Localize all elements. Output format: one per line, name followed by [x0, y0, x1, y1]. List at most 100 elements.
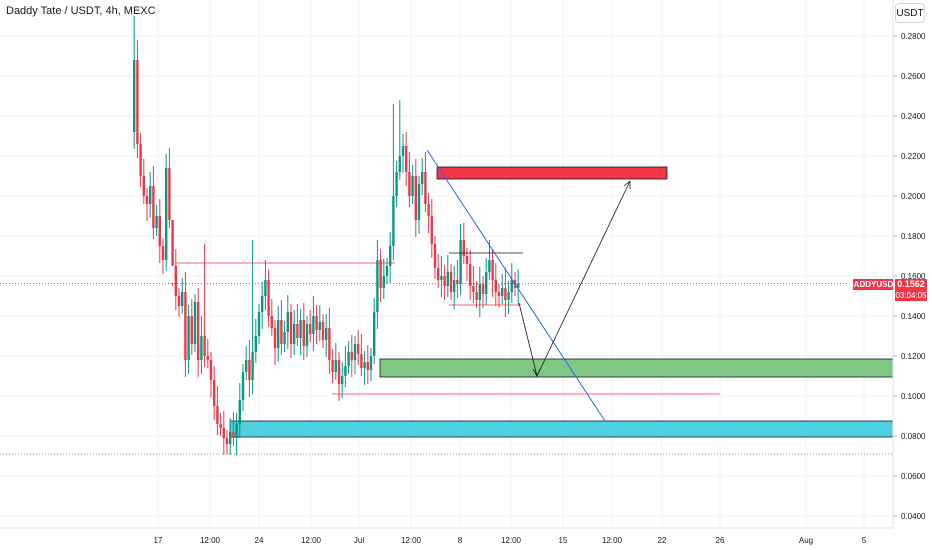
- candle-body: [401, 146, 405, 156]
- candle-body: [190, 316, 193, 344]
- candle-body: [501, 288, 504, 296]
- y-tick-label: 0.2600: [901, 72, 926, 81]
- candle-body: [219, 424, 222, 428]
- candle-body: [241, 372, 245, 400]
- candle-body: [443, 276, 446, 286]
- candle-body: [344, 366, 347, 376]
- candle-body: [184, 292, 187, 360]
- candle-body: [360, 354, 363, 368]
- candle-body: [181, 292, 184, 306]
- y-tick-label: 0.0800: [901, 432, 926, 441]
- resistance-zone: [436, 166, 668, 180]
- candle-body: [475, 292, 478, 300]
- candle-body: [453, 280, 456, 292]
- candle-body: [430, 216, 433, 244]
- candle-body: [158, 216, 161, 246]
- candle-body: [264, 280, 267, 296]
- x-tick-label: 24: [255, 536, 264, 545]
- candle-body: [277, 320, 280, 348]
- candle-body: [363, 362, 366, 368]
- candle-body: [459, 240, 462, 284]
- projection-path: [518, 180, 631, 378]
- candle-body: [145, 196, 149, 204]
- candle-body: [312, 316, 315, 334]
- candle-body: [245, 360, 248, 372]
- candle-body: [379, 260, 382, 288]
- candle-body: [411, 176, 414, 196]
- candle-body: [325, 328, 328, 340]
- candle-body: [267, 280, 270, 316]
- drawing-zones[interactable]: [229, 166, 894, 438]
- candle-body: [149, 186, 152, 204]
- x-tick-label: 26: [716, 536, 725, 545]
- x-tick-label: 8: [458, 536, 463, 545]
- candle-body: [385, 266, 389, 276]
- candle-body: [347, 352, 350, 366]
- candle-body: [334, 360, 337, 372]
- candle-body: [296, 324, 299, 338]
- descending-trendline: [426, 149, 606, 422]
- candle-body: [437, 268, 440, 280]
- candle-body: [213, 380, 216, 406]
- candle-body: [465, 256, 469, 264]
- candle-body: [373, 312, 376, 356]
- candle-body: [350, 352, 353, 360]
- candle-body: [209, 360, 213, 380]
- candle-body: [427, 204, 430, 216]
- candle-body: [177, 296, 181, 306]
- x-axis[interactable]: 17 12:00 24 12:00 Jul 12:00 8 12:00 15 12:00 22 26 A…: [154, 536, 867, 545]
- candle-body: [389, 246, 392, 266]
- candle-body: [357, 344, 360, 354]
- x-tick-label: 12:00: [401, 536, 422, 545]
- arrow-head-icon: [532, 368, 541, 377]
- bar-countdown: 03:04:05: [895, 291, 927, 300]
- currency-button[interactable]: USDT: [895, 3, 925, 23]
- candle-body: [398, 156, 401, 172]
- candle-body: [225, 438, 229, 444]
- candle-body: [417, 184, 421, 220]
- candle-body: [481, 284, 485, 294]
- candle-body: [497, 292, 501, 296]
- candle-body: [366, 362, 369, 370]
- candle-body: [510, 280, 513, 292]
- x-tick-label: 12:00: [602, 536, 623, 545]
- candle-body: [440, 276, 443, 280]
- candle-body: [315, 316, 318, 330]
- candle-body: [382, 276, 385, 288]
- y-tick-label: 0.2000: [901, 192, 926, 201]
- candle-body: [305, 324, 309, 346]
- y-tick-label: 0.0400: [901, 512, 926, 521]
- candle-body: [395, 172, 398, 196]
- candle-body: [446, 272, 449, 286]
- y-tick-label: 0.1800: [901, 232, 926, 241]
- candle-body: [152, 186, 155, 228]
- candle-body: [421, 172, 424, 184]
- support-zone: [379, 358, 894, 378]
- candle-body: [232, 432, 235, 438]
- candle-body: [424, 172, 427, 204]
- candle-body: [494, 280, 497, 292]
- candle-body: [193, 302, 197, 344]
- candle-body: [286, 312, 289, 332]
- deep-support-zone: [229, 420, 894, 438]
- candle-body: [168, 168, 171, 220]
- chart-title: Daddy Tate / USDT, 4h, MEXC: [6, 5, 156, 17]
- last-price-box: 0.1562 03:04:05: [895, 279, 927, 301]
- drawing-lines[interactable]: [176, 149, 720, 422]
- candle-body: [203, 336, 206, 356]
- candle-body: [462, 240, 465, 256]
- y-axis[interactable]: 0.2800 0.2600 0.2400 0.2200 0.2000 0.1800 0.16…: [893, 32, 926, 521]
- candle-body: [273, 328, 277, 348]
- x-tick-label: Aug: [799, 536, 813, 545]
- y-tick-label: 0.1200: [901, 352, 926, 361]
- candle-body: [187, 316, 190, 360]
- candle-body: [353, 344, 357, 360]
- candle-body: [337, 360, 341, 384]
- candle-body: [229, 432, 232, 444]
- candle-body: [392, 196, 395, 246]
- candle-body: [289, 312, 293, 344]
- candle-body: [254, 336, 257, 352]
- candle-body: [270, 316, 273, 328]
- candle-body: [478, 284, 481, 300]
